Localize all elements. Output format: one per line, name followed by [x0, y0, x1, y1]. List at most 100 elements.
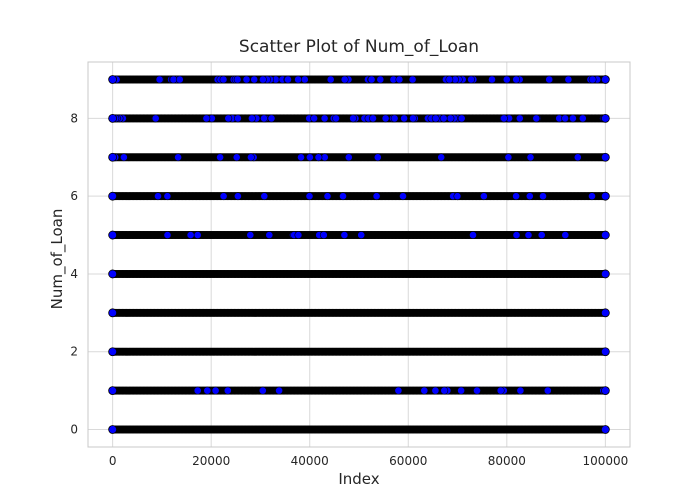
scatter-point — [300, 75, 309, 84]
scatter-point — [525, 192, 534, 201]
scatter-point — [600, 191, 610, 201]
scatter-point — [420, 386, 429, 395]
scatter-point — [258, 75, 267, 84]
scatter-point — [108, 191, 118, 201]
scatter-point — [539, 192, 547, 201]
x-tick-label: 20000 — [192, 454, 230, 468]
scatter-point — [600, 269, 610, 279]
scatter-point — [294, 231, 303, 239]
scatter-point — [437, 153, 446, 162]
scatter-point — [349, 114, 357, 123]
scatter-level-4 — [108, 269, 610, 279]
scatter-point — [372, 192, 381, 201]
scatter-point — [439, 114, 448, 123]
scatter-point — [569, 114, 577, 123]
scatter-point — [381, 114, 390, 123]
scatter-point — [479, 192, 488, 201]
scatter-point — [600, 347, 610, 357]
scatter-point — [409, 114, 417, 123]
scatter-point — [219, 192, 228, 201]
scatter-point — [588, 75, 597, 84]
scatter-point — [502, 75, 511, 84]
scatter-point — [561, 231, 570, 239]
scatter-point — [431, 386, 440, 395]
scatter-point — [524, 231, 533, 239]
scatter-point — [564, 75, 573, 84]
ticks-layer: 0 20000 40000 60000 80000 100000 0 2 4 6 8 — [70, 111, 628, 468]
x-tick-label: 0 — [109, 454, 117, 468]
scatter-point — [512, 75, 521, 84]
scatter-point — [108, 230, 118, 240]
scatter-point — [108, 75, 118, 84]
scatter-level-8 — [108, 113, 610, 123]
scatter-point — [211, 386, 220, 395]
scatter-level-5 — [108, 230, 610, 240]
scatter-point — [175, 75, 184, 84]
scatter-point — [154, 192, 162, 201]
scatter-point — [323, 192, 332, 201]
scatter-point — [446, 114, 455, 123]
scatter-point — [314, 153, 323, 162]
scatter-point — [219, 75, 228, 84]
scatter-point — [473, 386, 481, 395]
scatter-point — [537, 231, 546, 239]
scatter-point — [457, 386, 465, 395]
scatter-point — [108, 425, 118, 434]
scatter-point — [310, 114, 318, 123]
scatter-point — [532, 114, 541, 123]
scatter-point — [600, 425, 610, 434]
scatter-point — [488, 75, 496, 84]
scatter-point — [340, 231, 349, 239]
scatter-level-9 — [108, 75, 610, 84]
scatter-point — [275, 386, 283, 395]
scatter-point — [400, 114, 408, 123]
scatter-point — [260, 192, 269, 201]
scatter-point — [545, 75, 554, 84]
scatter-point — [431, 114, 440, 123]
scatter-point — [108, 386, 118, 396]
scatter-point — [578, 114, 587, 123]
scatter-level-1 — [108, 386, 610, 396]
scatter-point — [250, 75, 259, 84]
scatter-point — [186, 231, 195, 239]
scatter-point — [319, 231, 328, 239]
scatter-level-0 — [108, 425, 610, 434]
scatter-point — [305, 153, 314, 162]
scatter-point — [600, 230, 610, 240]
scatter-point — [376, 75, 385, 84]
scatter-point — [390, 114, 399, 123]
scatter-point — [561, 114, 569, 123]
scatter-point — [600, 308, 610, 318]
scatter-point — [515, 114, 524, 123]
scatter-point — [440, 386, 449, 395]
scatter-point — [332, 114, 340, 123]
scatter-point — [267, 114, 276, 123]
scatter-point — [294, 75, 302, 84]
scatter-level-6 — [108, 191, 610, 201]
scatter-point — [203, 386, 212, 395]
x-tick-label: 40000 — [291, 454, 329, 468]
scatter-point — [265, 231, 274, 239]
scatter-point — [247, 114, 256, 123]
scatter-point — [202, 114, 211, 123]
scatter-point — [516, 386, 525, 395]
scatter-point — [163, 192, 172, 201]
scatter-point — [399, 192, 407, 201]
scatter-level-3 — [108, 308, 610, 318]
y-tick-label: 0 — [70, 423, 78, 437]
scatter-point — [467, 75, 475, 84]
scatter-point — [526, 153, 535, 162]
scatter-point — [242, 75, 251, 84]
x-tick-label: 100000 — [582, 454, 628, 468]
scatter-point — [297, 153, 305, 162]
y-tick-label: 2 — [70, 345, 78, 359]
scatter-point — [469, 231, 477, 239]
scatter-point — [500, 114, 508, 123]
scatter-point — [453, 192, 462, 201]
scatter-point — [496, 386, 505, 395]
scatter-point — [284, 75, 292, 84]
scatter-point — [216, 153, 224, 162]
scatter-point — [512, 231, 521, 239]
scatter-point — [573, 153, 582, 162]
